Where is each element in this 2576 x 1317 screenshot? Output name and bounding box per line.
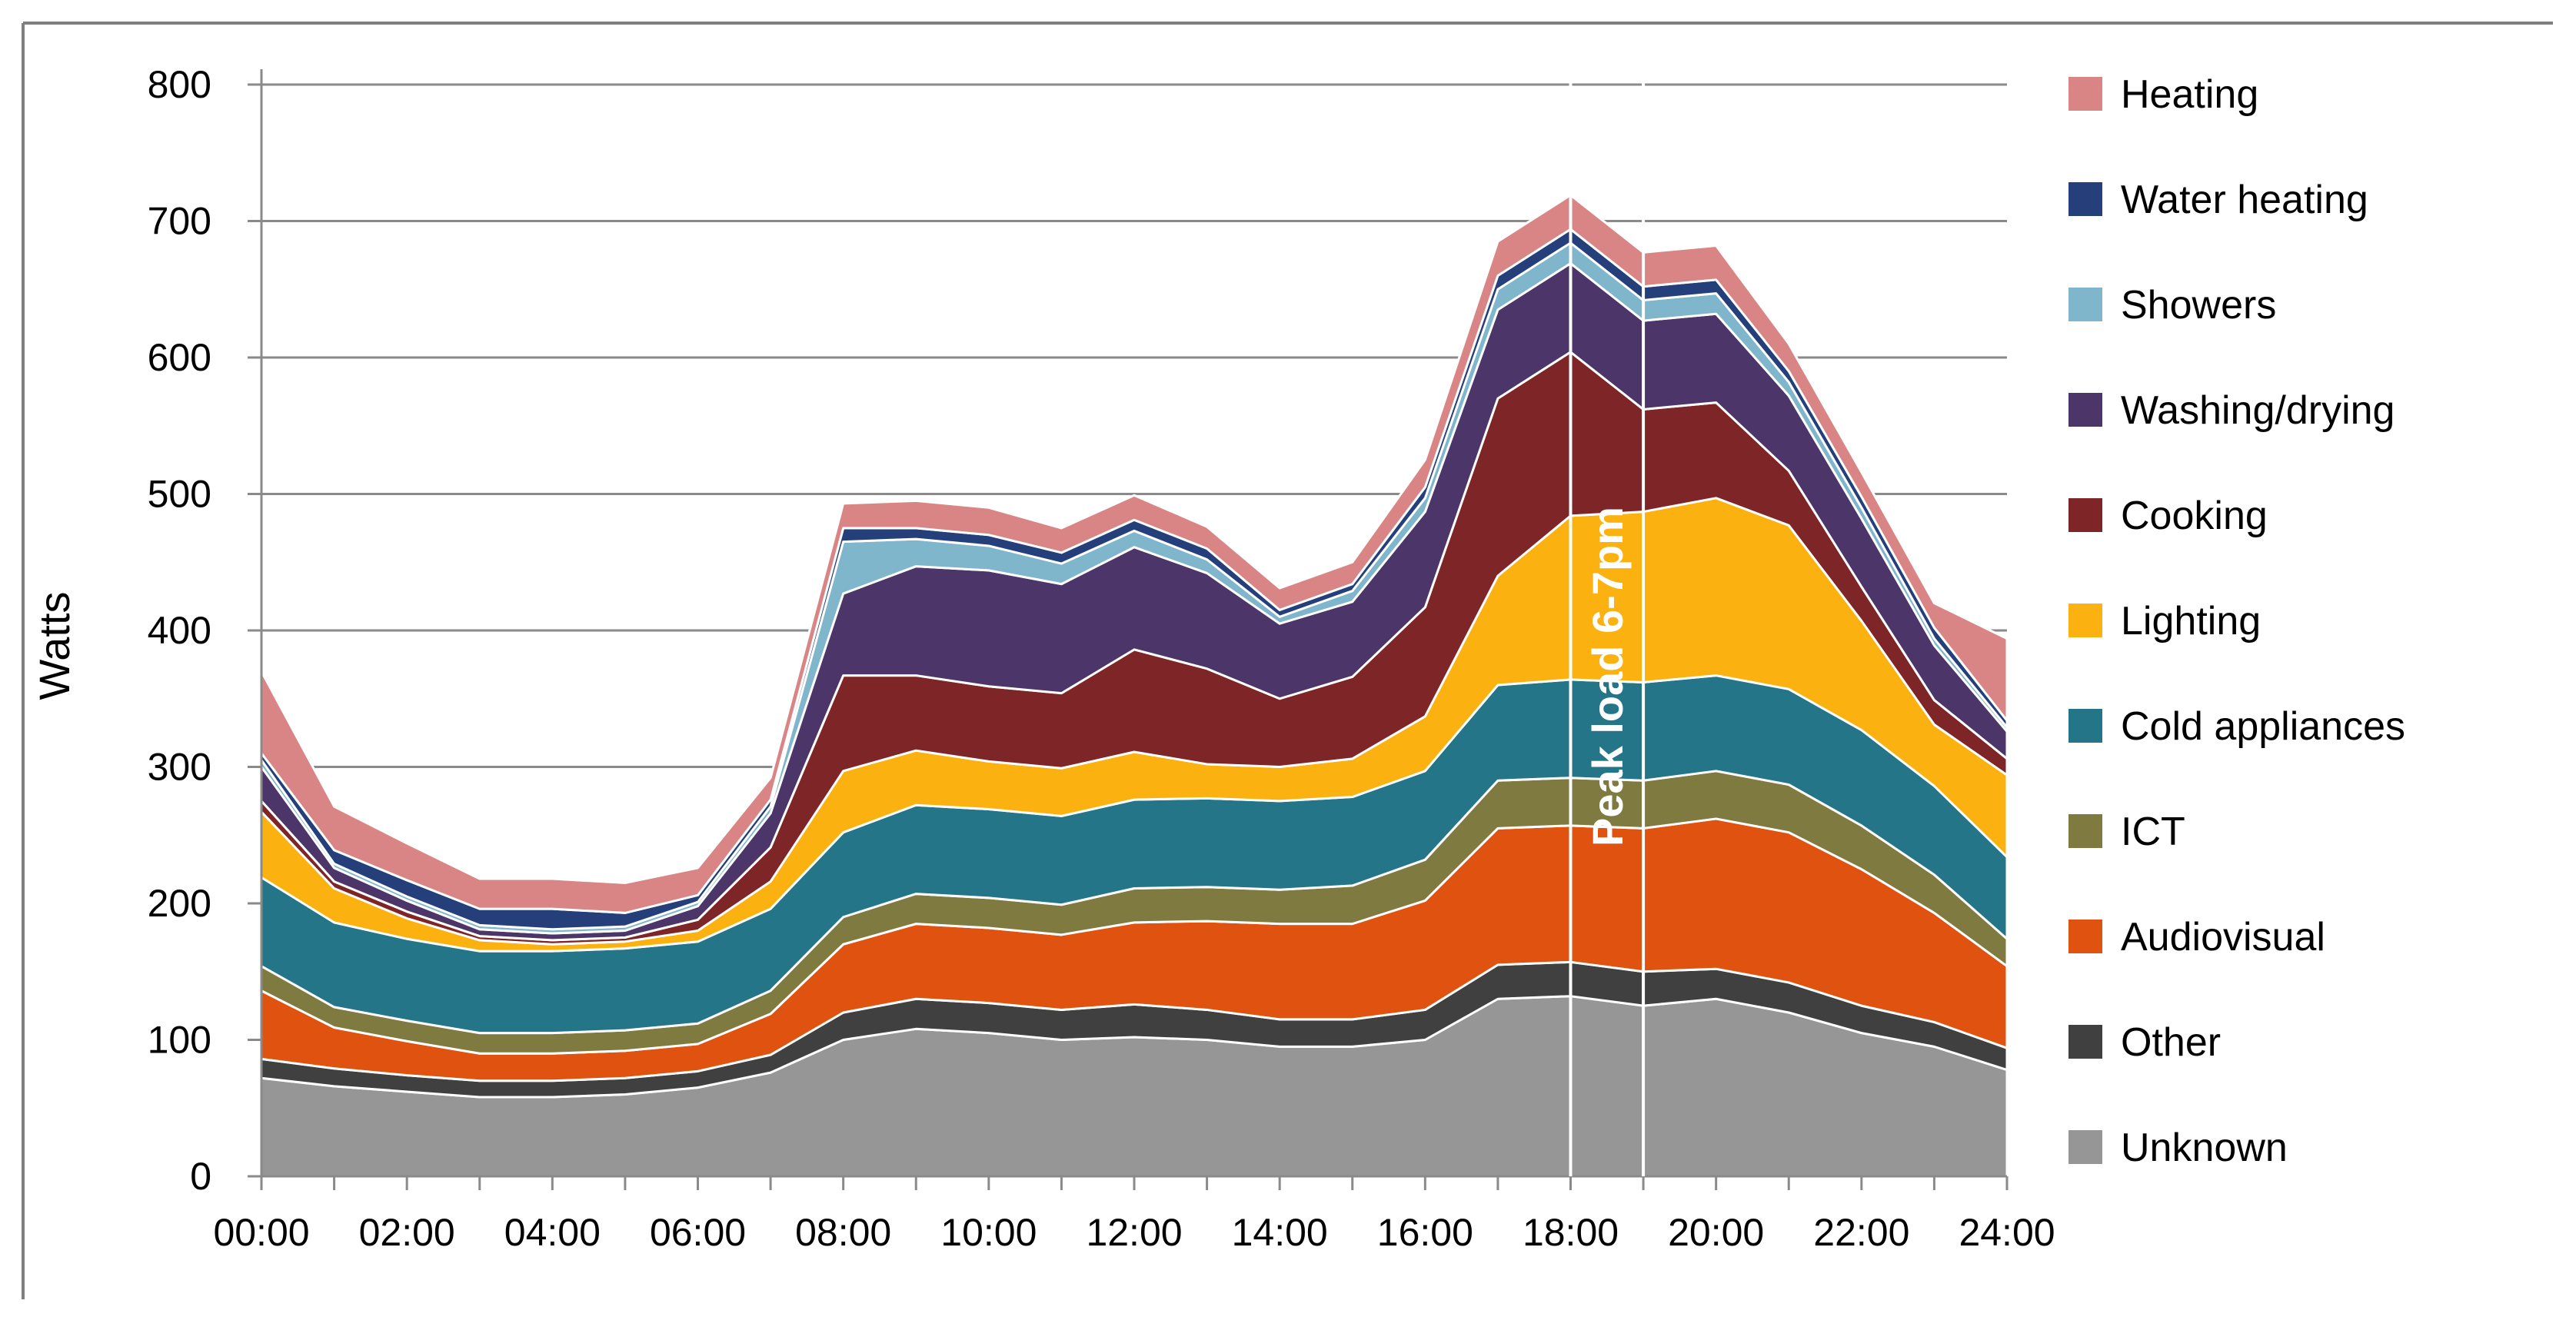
x-tick-label-2: 02:00 (359, 1211, 455, 1254)
legend-item-cold-appliances: Cold appliances (2068, 704, 2405, 749)
legend-swatch-cooking (2068, 498, 2102, 532)
legend-item-audiovisual: Audiovisual (2068, 915, 2325, 959)
legend-item-showers: Showers (2068, 283, 2276, 328)
x-tick-label-6: 06:00 (650, 1211, 746, 1254)
legend-swatch-unknown (2068, 1130, 2102, 1164)
legend-swatch-washing-drying (2068, 393, 2102, 427)
legend-item-washing-drying: Washing/drying (2068, 388, 2395, 433)
x-tick-label-10: 10:00 (940, 1211, 1037, 1254)
legend-label-other: Other (2121, 1020, 2221, 1065)
y-axis-label: Watts (30, 591, 78, 700)
legend-label-cooking: Cooking (2121, 494, 2268, 538)
x-tick-label-4: 04:00 (504, 1211, 601, 1254)
legend-item-unknown: Unknown (2068, 1126, 2288, 1170)
legend-swatch-other (2068, 1025, 2102, 1059)
legend-label-cold-appliances: Cold appliances (2121, 704, 2405, 749)
legend-label-audiovisual: Audiovisual (2121, 915, 2325, 959)
y-tick-label-100: 100 (148, 1019, 211, 1062)
x-tick-label-8: 08:00 (795, 1211, 891, 1254)
x-tick-label-16: 16:00 (1377, 1211, 1473, 1254)
area-heating (260, 194, 2009, 914)
x-tick-label-12: 12:00 (1086, 1211, 1182, 1254)
y-tick-label-800: 800 (148, 63, 211, 106)
y-tick-label-0: 0 (190, 1155, 211, 1198)
legend-label-lighting: Lighting (2121, 599, 2261, 644)
legend-label-heating: Heating (2121, 72, 2258, 117)
x-tick-label-22: 22:00 (1813, 1211, 1909, 1254)
y-tick-label-600: 600 (148, 336, 211, 379)
legend-item-other: Other (2068, 1020, 2221, 1065)
legend-swatch-lighting (2068, 604, 2102, 637)
legend-label-showers: Showers (2121, 283, 2276, 328)
x-tick-label-24: 24:00 (1959, 1211, 2055, 1254)
legend-label-water-heating: Water heating (2121, 178, 2368, 222)
legend-swatch-showers (2068, 288, 2102, 321)
legend-item-ict: ICT (2068, 810, 2185, 854)
y-tick-label-700: 700 (148, 200, 211, 243)
peak-band (1569, 77, 1646, 1176)
legend-item-cooking: Cooking (2068, 494, 2268, 538)
legend-swatch-heating (2068, 77, 2102, 111)
legend-swatch-cold-appliances (2068, 709, 2102, 743)
peak-load-annotation: Peak load 6-7pm (1583, 507, 1632, 846)
x-tick-label-14: 14:00 (1232, 1211, 1328, 1254)
legend: Heating Water heating Showers Washing/dryin… (2068, 72, 2405, 1170)
y-tick-label-300: 300 (148, 746, 211, 789)
x-tick-label-0: 00:00 (213, 1211, 309, 1254)
axes: 0 100 200 300 400 500 600 700 800 00:00 02:00 04:00… (148, 63, 2055, 1254)
legend-item-water-heating: Water heating (2068, 178, 2368, 222)
x-tick-label-20: 20:00 (1668, 1211, 1764, 1254)
legend-label-ict: ICT (2121, 810, 2185, 854)
y-tick-label-400: 400 (148, 609, 211, 652)
legend-item-heating: Heating (2068, 72, 2258, 117)
legend-label-washing-drying: Washing/drying (2121, 388, 2395, 433)
chart-border (22, 22, 2553, 1299)
legend-label-unknown: Unknown (2121, 1126, 2288, 1170)
y-tick-label-500: 500 (148, 473, 211, 516)
legend-item-lighting: Lighting (2068, 599, 2261, 644)
x-tick-label-18: 18:00 (1523, 1211, 1619, 1254)
y-tick-label-200: 200 (148, 882, 211, 925)
legend-swatch-water-heating (2068, 182, 2102, 216)
legend-swatch-ict (2068, 814, 2102, 848)
legend-swatch-audiovisual (2068, 920, 2102, 953)
area-series (260, 194, 2009, 1178)
